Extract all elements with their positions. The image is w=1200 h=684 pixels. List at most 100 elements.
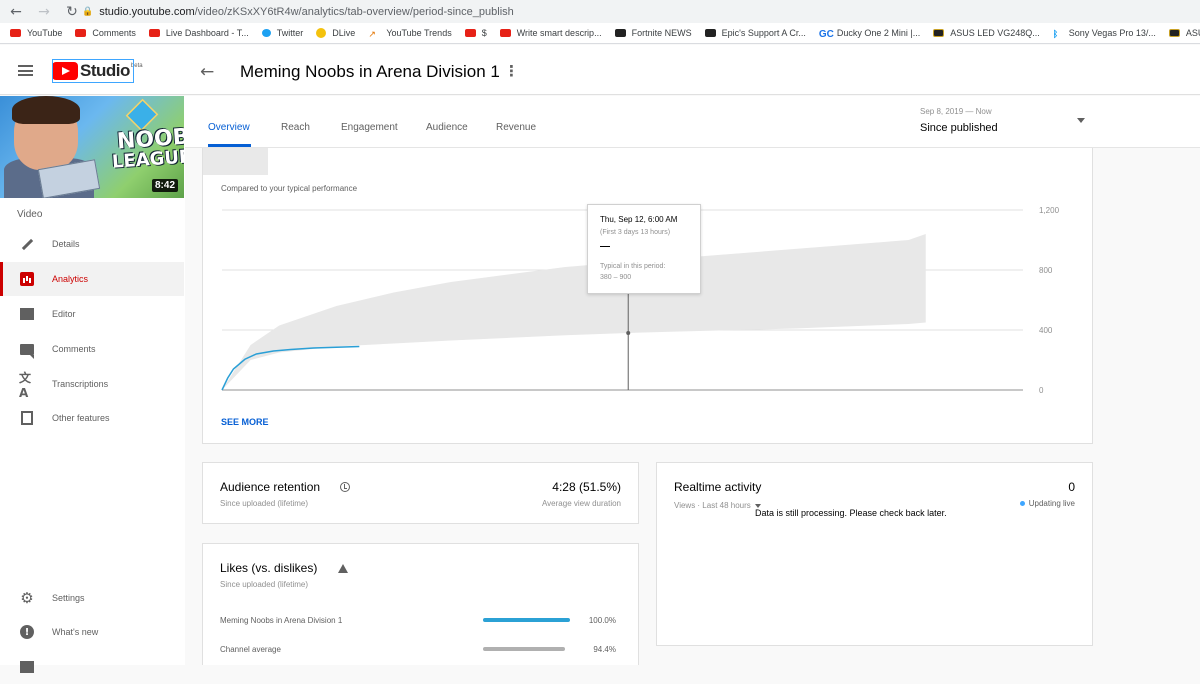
film-icon xyxy=(19,306,35,322)
gc-icon: GC xyxy=(818,29,834,40)
youtube-icon xyxy=(499,29,511,37)
typical-range-band xyxy=(222,234,926,390)
twitter-icon xyxy=(261,29,271,37)
chart-tooltip: Thu, Sep 12, 6:00 AM (First 3 days 13 ho… xyxy=(587,204,701,294)
reload-icon[interactable]: ↻ xyxy=(66,3,78,20)
asus-icon xyxy=(1168,29,1180,37)
retention-sub: Since uploaded (lifetime) xyxy=(220,499,309,508)
bookmark-item[interactable]: GC Ducky One 2 Mini |... xyxy=(818,28,921,40)
bookmark-item[interactable]: ASUS LED VG248Q... xyxy=(933,28,1040,38)
back-arrow-icon[interactable]: ← xyxy=(200,62,215,82)
retention-title: Audience retention xyxy=(220,480,321,494)
bookmark-item[interactable]: ASUS Mini Blue xyxy=(1168,28,1200,38)
sidebar-section-label: Video xyxy=(17,209,43,220)
bookmark-item[interactable]: Fortnite NEWS xyxy=(614,28,692,38)
y-tick-label: 0 xyxy=(1039,386,1044,395)
more-options-icon[interactable]: ⋮ xyxy=(504,62,519,80)
realtime-message: Data is still processing. Please check b… xyxy=(755,508,947,518)
studio-logo[interactable]: Studio beta xyxy=(52,61,143,81)
realtime-live-text: Updating live xyxy=(1028,499,1075,508)
menu-icon[interactable] xyxy=(18,65,33,76)
youtube-icon xyxy=(148,29,160,37)
tab-overview[interactable]: Overview xyxy=(208,122,250,133)
clock-icon xyxy=(340,482,350,492)
sidebar-item-details[interactable]: Details xyxy=(0,227,184,261)
likes-card[interactable]: Likes (vs. dislikes) Since uploaded (lif… xyxy=(202,543,639,665)
tab-engagement[interactable]: Engagement xyxy=(341,122,398,133)
sidebar-item-transcriptions[interactable]: 文A Transcriptions xyxy=(0,367,184,401)
sidebar-item-whats-new[interactable]: ! What's new xyxy=(0,615,184,649)
realtime-sub-text: Views · Last 48 hours xyxy=(674,501,751,510)
realtime-card[interactable]: Realtime activity 0 Views · Last 48 hour… xyxy=(656,462,1093,646)
thumb-text-league: LEAGUE xyxy=(111,146,184,173)
sidebar-item-label: Transcriptions xyxy=(52,379,109,389)
bookmark-item[interactable]: Live Dashboard - T... xyxy=(148,28,249,38)
bookmark-item[interactable]: DLive xyxy=(316,28,355,38)
bookmark-item[interactable]: Comments xyxy=(75,28,136,38)
bookmark-item[interactable]: Twitter xyxy=(261,28,303,38)
tab-revenue[interactable]: Revenue xyxy=(496,122,537,133)
sidebar-item-other-features[interactable]: Other features xyxy=(0,401,184,435)
bookmark-item[interactable]: ᛒ Sony Vegas Pro 13/... xyxy=(1053,28,1156,39)
active-tab-indicator xyxy=(208,144,251,147)
youtube-icon xyxy=(75,29,87,37)
analytics-icon xyxy=(19,271,35,287)
likes-sub: Since uploaded (lifetime) xyxy=(220,580,309,589)
tooltip-sub: (First 3 days 13 hours) xyxy=(600,229,671,236)
asus-icon xyxy=(933,29,945,37)
metric-tab-placeholder[interactable] xyxy=(203,148,268,175)
compare-text: Compared to your typical performance xyxy=(221,184,358,193)
sidebar-item-editor[interactable]: Editor xyxy=(0,297,184,331)
forward-icon[interactable]: → xyxy=(38,3,50,20)
bookmark-item[interactable]: Write smart descrip... xyxy=(499,28,602,38)
logo-text: Studio xyxy=(80,61,130,80)
likes-row-pct: 94.4% xyxy=(593,645,616,654)
bookmark-label: Sony Vegas Pro 13/... xyxy=(1068,28,1156,38)
likes-bar-track xyxy=(483,618,570,622)
bookmark-item[interactable]: YouTube xyxy=(10,28,62,38)
translate-icon: 文A xyxy=(19,370,32,400)
warning-icon xyxy=(338,564,348,573)
realtime-sub[interactable]: Views · Last 48 hours xyxy=(674,501,761,510)
bookmark-label: Fortnite NEWS xyxy=(631,28,692,38)
youtube-play-icon xyxy=(52,62,78,80)
bookmark-label: $ xyxy=(481,28,487,38)
sidebar-item-label: What's new xyxy=(52,627,99,637)
address-bar[interactable]: 🔒 studio.youtube.com/video/zKSxXY6tR4w/a… xyxy=(82,2,514,21)
likes-bar-track xyxy=(483,647,570,651)
bookmark-label: Epic's Support A Cr... xyxy=(721,28,806,38)
retention-value-label: Average view duration xyxy=(541,499,621,508)
trends-icon: ↗ xyxy=(368,29,376,39)
sidebar-item-comments[interactable]: Comments xyxy=(0,332,184,366)
period-label: Since published xyxy=(920,122,998,134)
fortnite-icon xyxy=(614,29,626,37)
sidebar-item-analytics[interactable]: Analytics xyxy=(0,262,184,296)
period-range: Sep 8, 2019 — Now xyxy=(920,107,992,116)
tab-reach[interactable]: Reach xyxy=(281,122,310,133)
bookmark-label: YouTube Trends xyxy=(386,28,452,38)
likes-row-label: Channel average xyxy=(220,645,281,654)
pencil-icon xyxy=(19,236,35,252)
retention-card[interactable]: Audience retention Since uploaded (lifet… xyxy=(202,462,639,524)
bookmark-label: YouTube xyxy=(27,28,63,38)
chevron-down-icon xyxy=(1077,118,1085,123)
back-icon[interactable]: ← xyxy=(10,3,22,20)
bookmark-label: Ducky One 2 Mini |... xyxy=(836,28,921,38)
y-tick-label: 800 xyxy=(1039,266,1053,275)
logo-beta: beta xyxy=(130,63,143,69)
bookmark-item[interactable]: ↗ YouTube Trends xyxy=(368,28,452,39)
sidebar-item-feedback[interactable] xyxy=(0,650,184,684)
bookmark-item[interactable]: $ xyxy=(464,28,487,38)
bookmark-label: ASUS Mini Blue xyxy=(1185,28,1200,38)
see-more-link[interactable]: SEE MORE xyxy=(221,417,269,427)
tab-audience[interactable]: Audience xyxy=(426,122,468,133)
bookmark-item[interactable]: Epic's Support A Cr... xyxy=(704,28,806,38)
views-series-line xyxy=(221,345,360,391)
sidebar: NOOB LEAGUE 8:42 Video Details Analytics… xyxy=(0,96,185,673)
sidebar-item-settings[interactable]: ⚙ Settings xyxy=(0,581,184,615)
tooltip-typical-range: 380 – 900 xyxy=(600,274,632,281)
y-tick-label: 400 xyxy=(1039,326,1053,335)
video-thumbnail[interactable]: NOOB LEAGUE 8:42 xyxy=(0,96,184,198)
tooltip-typical-label: Typical in this period: xyxy=(600,263,666,270)
